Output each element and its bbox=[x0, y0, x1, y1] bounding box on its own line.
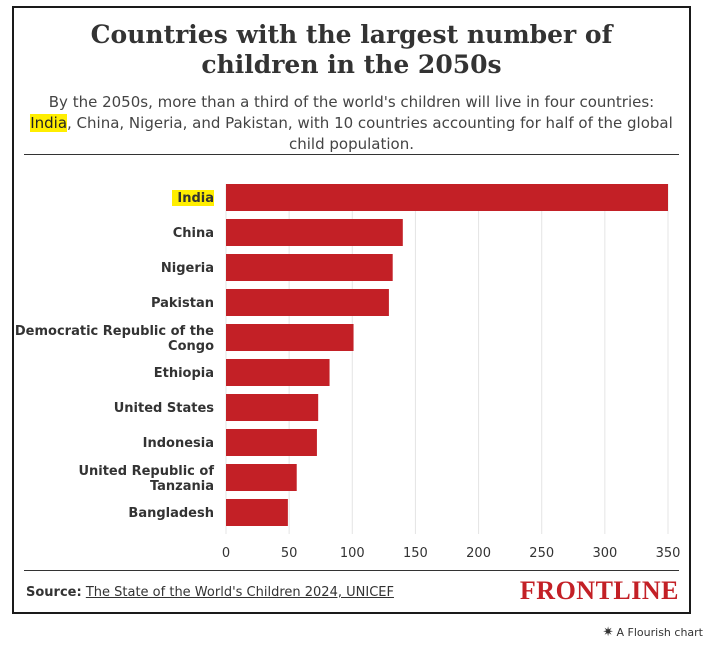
category-label-4-line-1: Congo bbox=[168, 339, 214, 354]
category-label-1: China bbox=[173, 226, 214, 241]
chart-title: Countries with the largest number of chi… bbox=[90, 20, 613, 79]
bar-9 bbox=[226, 499, 288, 526]
bar-chart: India China Nigeria Pakistan Democratic Repu… bbox=[15, 184, 681, 561]
category-label-6: United States bbox=[114, 401, 215, 416]
bar-7 bbox=[226, 429, 317, 456]
category-label-9: Bangladesh bbox=[128, 506, 214, 521]
chart-subtitle: By the 2050s, more than a third of the w… bbox=[28, 92, 675, 155]
flourish-icon: ✷ bbox=[602, 625, 614, 640]
source-link[interactable]: The State of the World's Children 2024, … bbox=[85, 585, 394, 600]
x-tick-label-7: 350 bbox=[656, 546, 681, 561]
category-label-8-line-0: United Republic of bbox=[78, 464, 214, 479]
source-note: Source: The State of the World's Childre… bbox=[26, 585, 394, 600]
x-tick-label-0: 0 bbox=[222, 546, 230, 561]
bar-1 bbox=[226, 219, 403, 246]
category-label-2: Nigeria bbox=[161, 261, 214, 276]
x-tick-label-4: 200 bbox=[466, 546, 491, 561]
x-tick-label-2: 100 bbox=[340, 546, 365, 561]
flourish-credit[interactable]: ✷ A Flourish chart bbox=[603, 625, 703, 640]
category-label-5: Ethiopia bbox=[154, 366, 214, 381]
subtitle-text-after: , China, Nigeria, and Pakistan, with 10 … bbox=[67, 114, 673, 153]
bar-6 bbox=[226, 394, 319, 421]
brand-logo: FRONTLINE bbox=[519, 576, 679, 605]
category-label-7: Indonesia bbox=[143, 436, 214, 451]
chart-frame: Countries with the largest number of chi… bbox=[12, 6, 691, 614]
bar-4 bbox=[226, 324, 354, 351]
flourish-credit-label: A Flourish chart bbox=[616, 626, 703, 639]
source-label: Source: bbox=[26, 585, 82, 600]
bar-3 bbox=[226, 289, 389, 316]
bar-8 bbox=[226, 464, 297, 491]
bar-2 bbox=[226, 254, 393, 281]
bar-0 bbox=[226, 184, 668, 211]
footer-divider bbox=[24, 570, 679, 571]
x-tick-label-1: 50 bbox=[281, 546, 298, 561]
x-tick-label-6: 300 bbox=[592, 546, 617, 561]
header-divider bbox=[24, 154, 679, 155]
x-tick-label-3: 150 bbox=[403, 546, 428, 561]
category-label-8-line-1: Tanzania bbox=[150, 479, 214, 494]
bar-5 bbox=[226, 359, 330, 386]
category-label-0: India bbox=[177, 191, 214, 206]
category-highlight-0 bbox=[172, 190, 214, 206]
category-label-4-line-0: Democratic Republic of the bbox=[15, 324, 214, 339]
subtitle-text-before: By the 2050s, more than a third of the w… bbox=[48, 93, 655, 111]
category-label-3: Pakistan bbox=[151, 296, 214, 311]
subtitle-highlight: India bbox=[30, 114, 68, 132]
x-tick-label-5: 250 bbox=[529, 546, 554, 561]
